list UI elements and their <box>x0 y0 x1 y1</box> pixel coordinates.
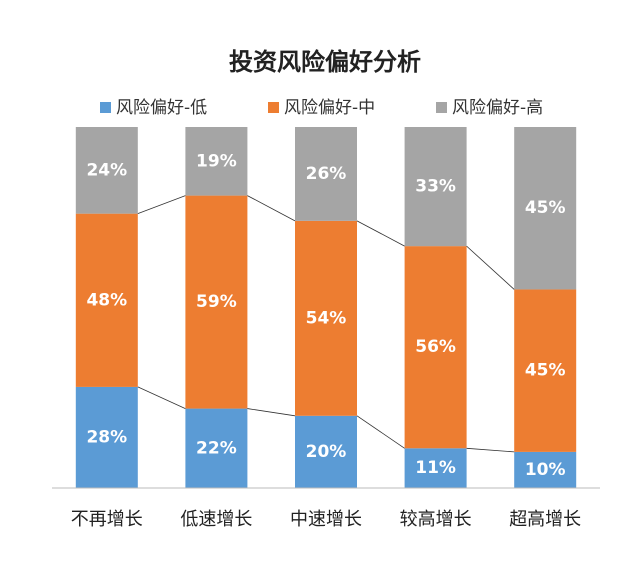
series-line <box>247 408 296 417</box>
bar-segment <box>75 127 138 214</box>
series-line <box>247 195 296 222</box>
bar-segment <box>404 246 467 449</box>
bar-segment <box>185 408 248 488</box>
legend-label: 风险偏好-高 <box>452 98 543 118</box>
bar-segment <box>295 127 357 221</box>
series-line <box>137 386 186 409</box>
bar-segment <box>404 448 467 488</box>
series-line <box>356 220 405 247</box>
bar-segment <box>404 127 467 247</box>
data-label: 10% <box>525 460 566 480</box>
data-label: 20% <box>306 442 347 462</box>
data-label: 19% <box>196 151 237 171</box>
data-label: 45% <box>525 361 566 381</box>
series-line <box>356 415 405 449</box>
data-label: 33% <box>415 177 456 197</box>
series-line <box>466 245 515 290</box>
data-label: 11% <box>415 458 456 478</box>
data-label: 24% <box>86 160 127 180</box>
bar-segment <box>514 451 577 488</box>
legend-swatch <box>436 102 447 113</box>
data-label: 22% <box>196 438 237 458</box>
bar-segment <box>75 386 138 488</box>
legend-label: 风险偏好-低 <box>116 98 207 118</box>
x-tick-label: 低速增长 <box>180 509 252 530</box>
x-tick-label: 不再增长 <box>71 509 143 530</box>
legend-label: 风险偏好-中 <box>284 98 375 118</box>
x-tick-label: 超高增长 <box>509 509 581 530</box>
x-tick-label: 中速增长 <box>290 509 362 530</box>
bar-segment <box>514 127 577 290</box>
series-line <box>466 447 515 453</box>
data-label: 56% <box>415 337 456 357</box>
series-line <box>137 195 186 215</box>
data-label: 28% <box>86 427 127 447</box>
data-label: 26% <box>306 164 347 184</box>
data-label: 54% <box>306 308 347 328</box>
bar-segment <box>295 415 357 488</box>
legend-swatch <box>100 102 111 113</box>
data-label: 45% <box>525 198 566 218</box>
bar-segment <box>514 289 577 452</box>
data-label: 48% <box>86 290 127 310</box>
legend-swatch <box>268 102 279 113</box>
data-label: 59% <box>196 292 237 312</box>
chart-title: 投资风险偏好分析 <box>229 48 421 76</box>
bar-segment <box>185 195 248 409</box>
bar-segment <box>75 213 138 387</box>
x-tick-label: 较高增长 <box>400 509 472 530</box>
bar-segment <box>295 220 357 416</box>
bar-segment <box>185 127 248 196</box>
